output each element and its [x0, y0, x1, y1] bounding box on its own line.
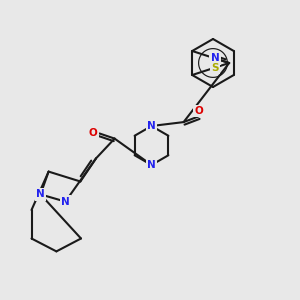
Text: O: O	[194, 106, 203, 116]
Text: N: N	[211, 53, 219, 63]
Text: S: S	[211, 63, 219, 73]
Text: N: N	[61, 196, 70, 207]
Text: N: N	[36, 189, 45, 200]
Text: O: O	[88, 128, 98, 139]
Text: N: N	[147, 160, 156, 170]
Text: N: N	[147, 121, 156, 131]
